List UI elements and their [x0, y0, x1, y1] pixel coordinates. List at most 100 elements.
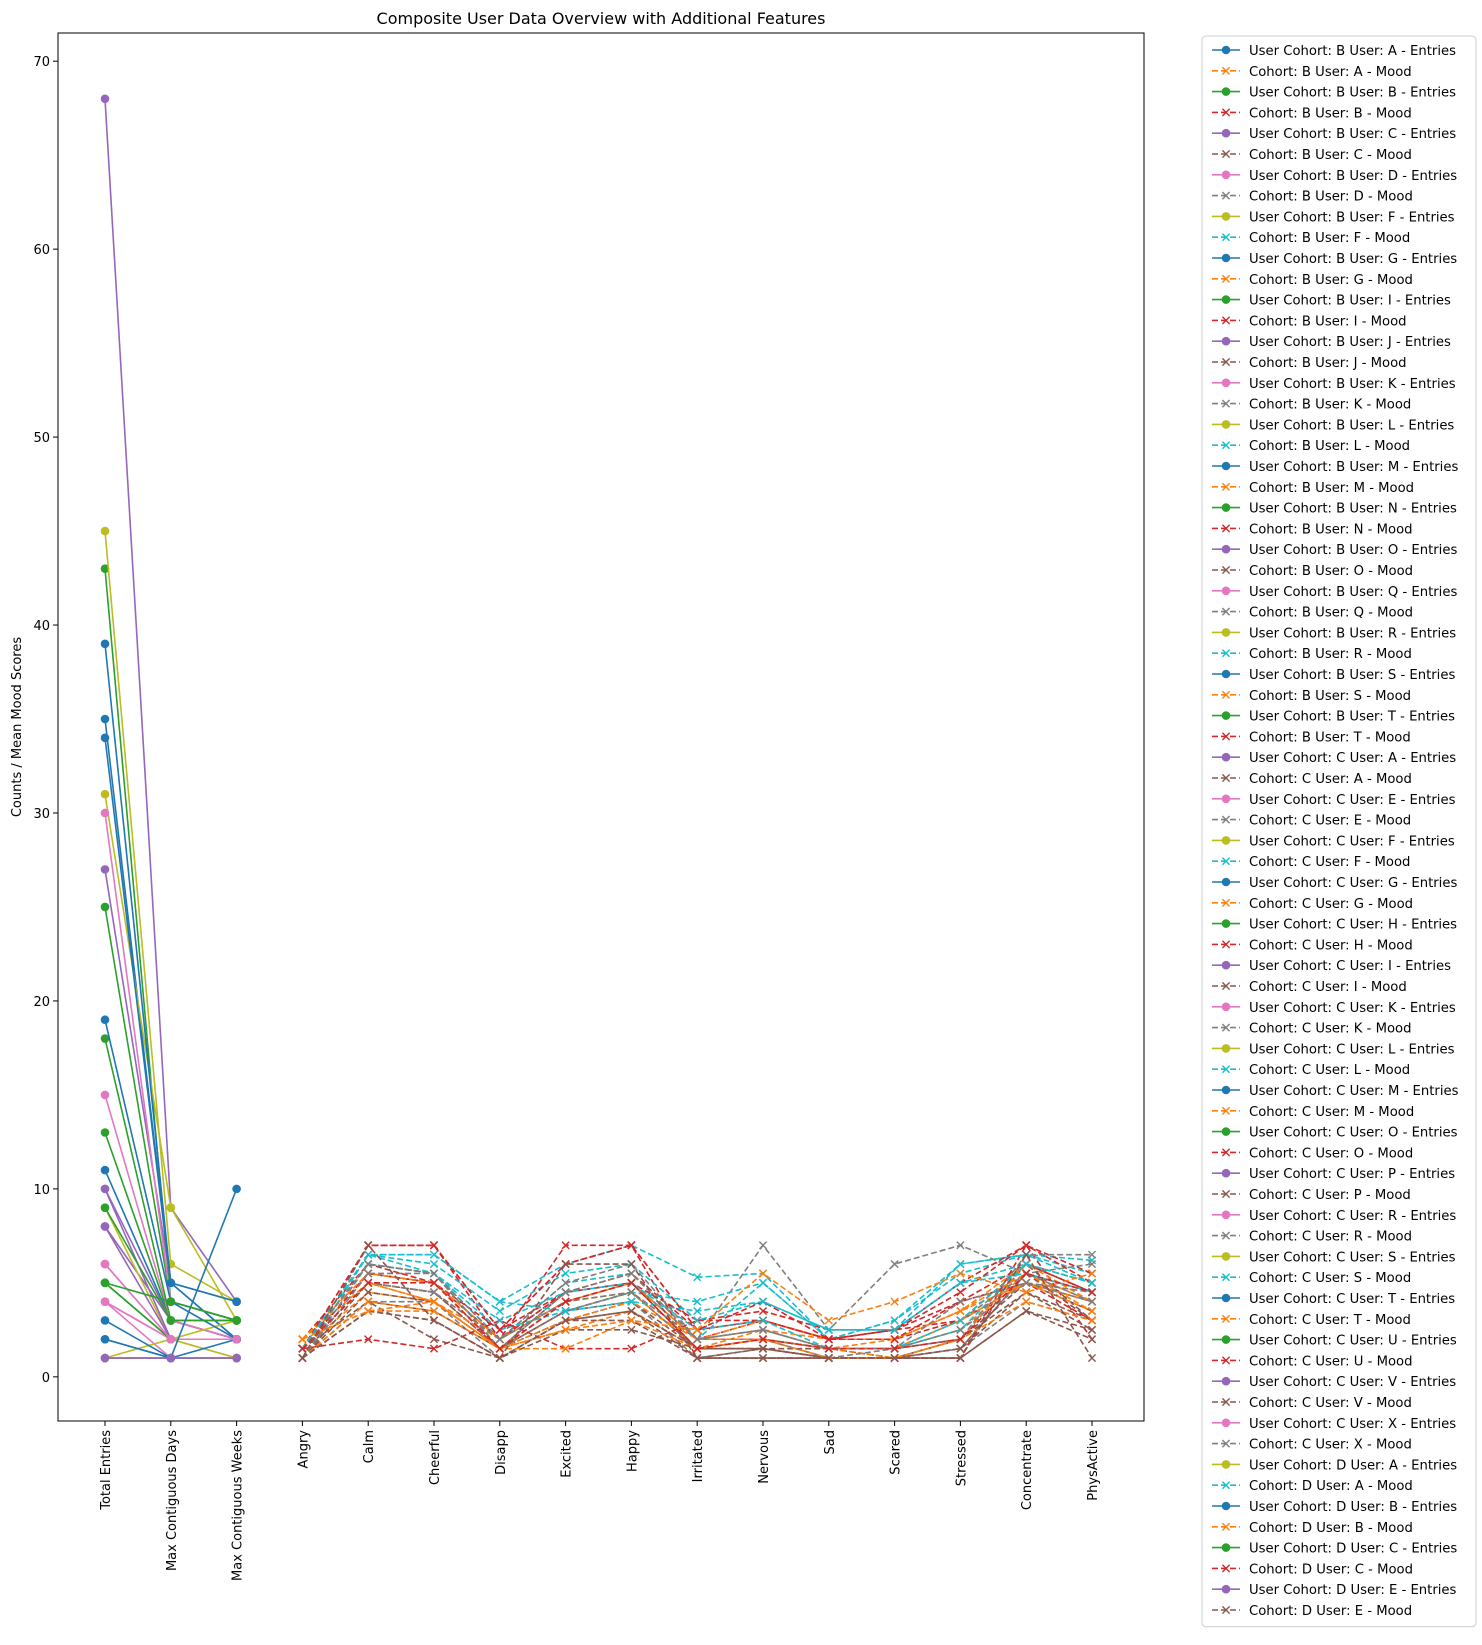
- mood-point: [824, 1344, 833, 1353]
- legend-entry: Cohort: C User: S - Mood: [1212, 1271, 1411, 1286]
- legend-entry: User Cohort: B User: D - Entries: [1212, 169, 1457, 184]
- legend-marker: [1221, 1002, 1231, 1012]
- legend-marker: [1221, 981, 1231, 991]
- legend-label: User Cohort: B User: M - Entries: [1249, 460, 1458, 475]
- entries-point: [100, 1297, 110, 1306]
- legend-label: User Cohort: D User: B - Entries: [1249, 1500, 1457, 1515]
- mood-point: [758, 1316, 768, 1325]
- legend-label: User Cohort: B User: C - Entries: [1249, 127, 1456, 142]
- entries-point: [166, 1353, 176, 1363]
- series-entries: [100, 1353, 241, 1363]
- mood-point: [561, 1325, 570, 1334]
- mood-point: [627, 1297, 636, 1306]
- legend-entry: Cohort: B User: F - Mood: [1212, 231, 1410, 246]
- legend-entry: User Cohort: B User: I - Entries: [1212, 294, 1451, 309]
- legend-label: User Cohort: C User: V - Entries: [1249, 1375, 1456, 1390]
- legend-marker: [1221, 1106, 1231, 1115]
- legend-marker: [1221, 794, 1231, 804]
- mood-point: [956, 1325, 965, 1334]
- legend-entry: Cohort: B User: G - Mood: [1212, 273, 1413, 288]
- legend-frame: [1201, 35, 1477, 1628]
- mood-point: [758, 1241, 768, 1250]
- legend-label: User Cohort: B User: J - Entries: [1249, 335, 1451, 350]
- entries-point: [100, 639, 110, 649]
- mood-point: [429, 1306, 439, 1316]
- legend-label: User Cohort: B User: O - Entries: [1249, 543, 1457, 558]
- legend-entry: User Cohort: B User: O - Entries: [1212, 543, 1457, 558]
- entries-point: [232, 1184, 241, 1194]
- legend-label: User Cohort: C User: X - Entries: [1249, 1417, 1456, 1432]
- mood-point: [824, 1335, 833, 1344]
- mood-point: [627, 1259, 636, 1269]
- mood-point: [1087, 1335, 1097, 1344]
- mood-point: [758, 1297, 768, 1306]
- mood-point: [1022, 1297, 1031, 1306]
- legend-label: User Cohort: C User: G - Entries: [1249, 876, 1457, 891]
- mood-point: [495, 1297, 504, 1306]
- legend-marker: [1221, 1501, 1231, 1511]
- x-tick-label: Cheerful: [428, 1430, 443, 1485]
- legend-entry: User Cohort: C User: K - Entries: [1212, 1001, 1456, 1016]
- mood-point: [495, 1353, 504, 1363]
- mood-point: [627, 1269, 636, 1278]
- entries-point: [100, 733, 110, 743]
- mood-point: [758, 1306, 768, 1316]
- entries-point: [100, 1316, 110, 1325]
- legend-marker: [1221, 628, 1231, 637]
- entries-point: [100, 902, 110, 912]
- legend-entry: User Cohort: C User: R - Entries: [1212, 1209, 1456, 1224]
- mood-point: [561, 1344, 570, 1353]
- legend-marker: [1221, 669, 1231, 679]
- legend-label: Cohort: B User: Q - Mood: [1249, 606, 1413, 621]
- mood-point: [495, 1344, 504, 1353]
- legend-marker: [1221, 773, 1231, 783]
- legend-label: User Cohort: C User: M - Entries: [1249, 1084, 1459, 1099]
- mood-point: [627, 1325, 636, 1334]
- legend-marker: [1221, 1418, 1231, 1428]
- mood-point: [693, 1316, 702, 1325]
- mood-point: [1087, 1259, 1097, 1269]
- legend-entry: Cohort: C User: L - Mood: [1212, 1063, 1410, 1078]
- mood-point: [1022, 1269, 1031, 1278]
- legend-entry: Cohort: C User: H - Mood: [1212, 938, 1413, 953]
- legend-marker: [1221, 378, 1231, 388]
- mood-point: [298, 1353, 307, 1363]
- legend-label: Cohort: C User: O - Mood: [1249, 1146, 1413, 1161]
- entries-point: [100, 714, 110, 724]
- entries-point: [100, 865, 110, 874]
- mood-point: [1022, 1241, 1031, 1250]
- mood-point: [364, 1259, 373, 1269]
- legend-entry: User Cohort: B User: Q - Entries: [1212, 585, 1457, 600]
- legend-marker: [1221, 1231, 1231, 1240]
- legend-label: Cohort: B User: G - Mood: [1249, 273, 1413, 288]
- entries-point: [100, 1259, 110, 1269]
- mood-point: [364, 1241, 373, 1250]
- mood-point: [364, 1288, 373, 1297]
- legend-label: Cohort: C User: U - Mood: [1249, 1354, 1412, 1369]
- legend-entry: Cohort: B User: N - Mood: [1212, 522, 1413, 537]
- legend-marker: [1221, 441, 1231, 450]
- x-tick-label: Concentrate: [1020, 1430, 1035, 1510]
- mood-point: [693, 1273, 702, 1282]
- x-tick-label: Sad: [823, 1430, 838, 1454]
- y-tick-label: 50: [33, 431, 50, 446]
- plot-frame: [57, 32, 1145, 1422]
- legend-entry: Cohort: B User: A - Mood: [1212, 65, 1412, 80]
- x-tick-label: Max Contiguous Weeks: [231, 1430, 246, 1581]
- legend-marker: [1221, 274, 1231, 283]
- legend-entry: User Cohort: B User: A - Entries: [1212, 44, 1456, 59]
- legend-label: User Cohort: B User: D - Entries: [1249, 169, 1457, 184]
- x-tick-label: Happy: [625, 1430, 640, 1472]
- legend-label: Cohort: D User: B - Mood: [1249, 1521, 1413, 1536]
- legend-label: User Cohort: C User: O - Entries: [1249, 1126, 1458, 1141]
- entries-point: [100, 1128, 110, 1137]
- chart-title: Composite User Data Overview with Additi…: [377, 9, 826, 28]
- legend-marker: [1221, 1273, 1231, 1282]
- legend-entry: User Cohort: C User: P - Entries: [1212, 1167, 1455, 1182]
- legend-entry: Cohort: B User: T - Mood: [1212, 730, 1411, 745]
- mood-point: [824, 1325, 833, 1334]
- entries-point: [232, 1297, 241, 1306]
- legend-entry: User Cohort: C User: U - Entries: [1212, 1334, 1457, 1349]
- mood-point: [1087, 1288, 1097, 1297]
- mood-point: [429, 1241, 439, 1250]
